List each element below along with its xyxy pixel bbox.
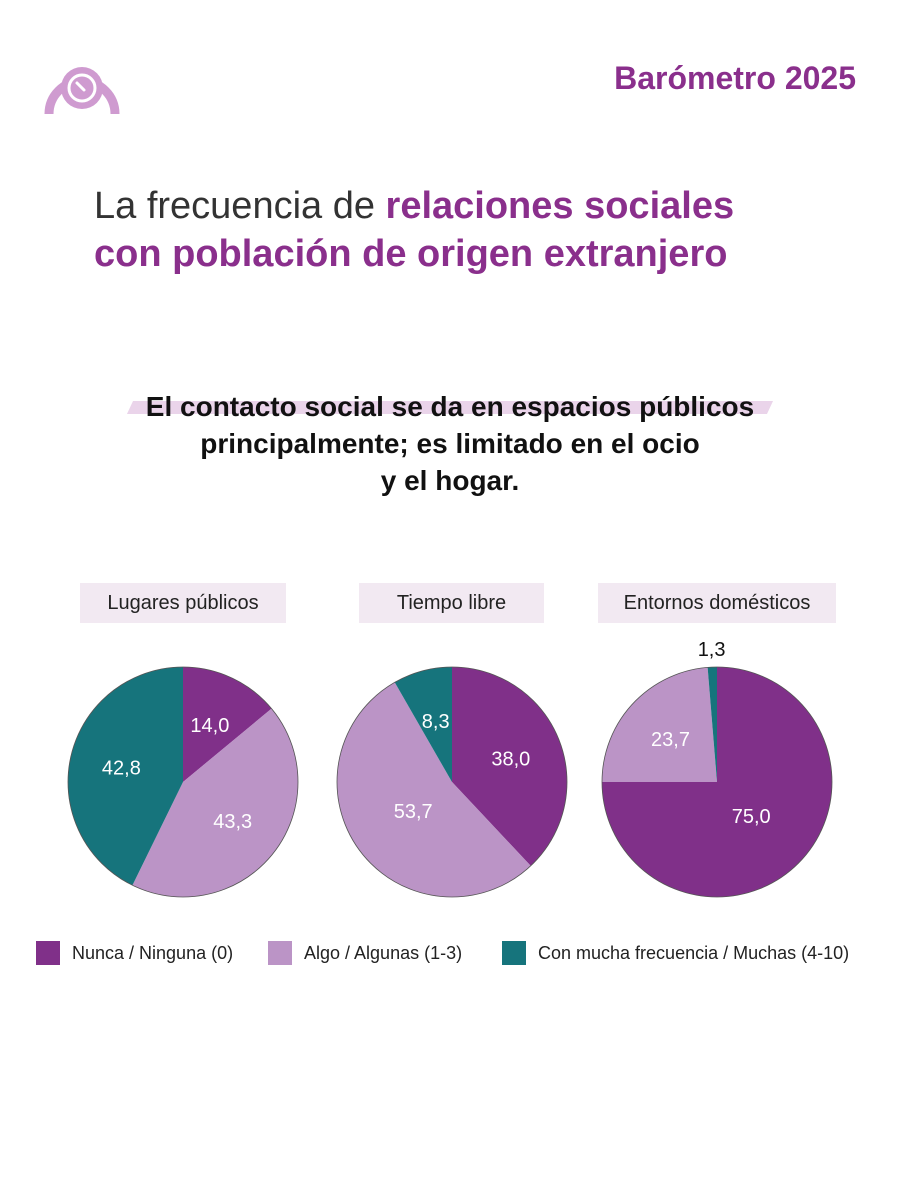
pie-chart-entornos-domesticos: 75,0 23,7 1,3 [601, 639, 833, 898]
pie-chart-lugares-publicos: 14,0 43,3 42,8 [67, 666, 299, 898]
pie-label-mucha: 42,8 [102, 758, 141, 780]
subtitle-line-1: El contacto social se da en espacios púb… [145, 391, 755, 422]
subtitle-line-3: y el hogar. [380, 465, 520, 496]
legend-label-algo: Algo / Algunas (1-3) [304, 942, 463, 963]
legend-item-mucha: Con mucha frecuencia / Muchas (4-10) [502, 941, 849, 965]
pie-label-mucha: 8,3 [422, 711, 450, 733]
pie-outline [67, 666, 299, 898]
subtitle-line-2: principalmente; es limitado en el ocio [200, 428, 700, 459]
legend-swatch-nunca [36, 941, 60, 965]
gauge-logo-icon [44, 67, 120, 115]
title-plain: La frecuencia de [94, 185, 386, 227]
brand-title: Barómetro 2025 [614, 60, 856, 96]
legend-swatch-mucha [502, 941, 526, 965]
pie-label-algo: 43,3 [213, 811, 252, 833]
page-title: La frecuencia de relaciones sociales con… [94, 182, 854, 278]
pie-label-nunca: 14,0 [190, 715, 229, 737]
pie-outline [601, 666, 833, 898]
title-highlight-2: con población de origen extranjero [94, 233, 728, 275]
pie-label-algo: 53,7 [394, 801, 433, 823]
pie-slice-mucha [67, 667, 183, 886]
pie-slice-algo [336, 682, 531, 898]
pie-slice-mucha [707, 667, 717, 782]
pie-label-algo: 23,7 [651, 729, 690, 751]
pie-outline [336, 666, 568, 898]
legend-swatch-algo [268, 941, 292, 965]
pie-slice-algo [602, 667, 717, 782]
pie-label-nunca: 75,0 [732, 806, 771, 828]
legend-label-nunca: Nunca / Ninguna (0) [72, 942, 234, 963]
pie-label-mucha: 1,3 [698, 639, 726, 661]
legend: Nunca / Ninguna (0) Algo / Algunas (1-3)… [36, 941, 876, 969]
subtitle: El contacto social se da en espacios púb… [100, 388, 800, 499]
legend-item-nunca: Nunca / Ninguna (0) [36, 941, 233, 965]
chart-title-tiempo-libre: Tiempo libre [359, 583, 544, 623]
pie-slice-nunca [183, 667, 272, 782]
chart-title-lugares-publicos: Lugares públicos [80, 583, 286, 623]
pie-chart-tiempo-libre: 38,0 53,7 8,3 [336, 666, 568, 898]
legend-label-mucha: Con mucha frecuencia / Muchas (4-10) [538, 942, 850, 963]
pie-slice-nunca [452, 667, 567, 866]
chart-title-entornos-domesticos: Entornos domésticos [598, 583, 836, 623]
legend-item-algo: Algo / Algunas (1-3) [268, 941, 462, 965]
pie-slice-mucha [394, 667, 452, 782]
title-highlight-1: relaciones sociales [385, 185, 735, 227]
pie-label-nunca: 38,0 [491, 749, 530, 771]
pie-slice-algo [132, 708, 298, 898]
